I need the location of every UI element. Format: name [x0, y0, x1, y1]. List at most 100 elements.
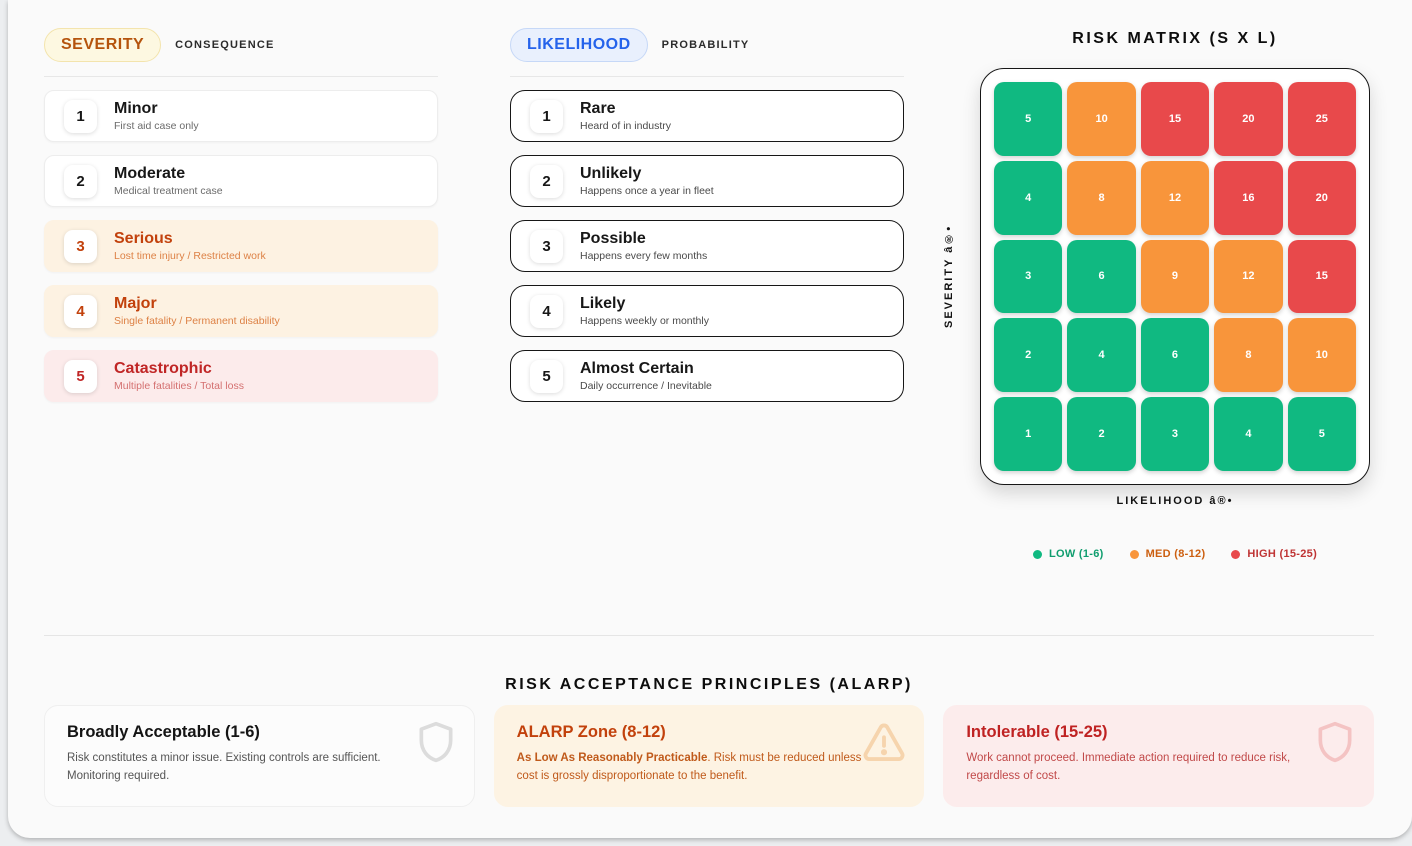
alarp-card-body-text: Work cannot proceed. Immediate action re…	[966, 752, 1291, 782]
alarp-card-body-bold: As Low As Reasonably Practicable	[516, 752, 708, 764]
matrix-cell-s3-l1: 3	[994, 239, 1063, 314]
alarp-card-body-text: Risk constitutes a minor issue. Existing…	[67, 752, 381, 782]
likelihood-section: LIKELIHOOD PROBABILITY 1 Rare Heard of i…	[510, 28, 904, 402]
low-dot-icon	[1032, 549, 1042, 559]
severity-item-moderate[interactable]: 2 Moderate Medical treatment case	[44, 155, 438, 207]
matrix-cell-s5-l5: 25	[1287, 82, 1356, 156]
probability-label: PROBABILITY	[661, 39, 750, 51]
item-number-badge: 4	[64, 294, 97, 328]
item-number-badge: 5	[64, 359, 97, 393]
severity-badge: SEVERITY	[44, 28, 162, 62]
alarp-card-alarp-zone: ALARP Zone (8-12) As Low As Reasonably P…	[493, 705, 925, 807]
severity-section: SEVERITY CONSEQUENCE 1 Minor First aid c…	[44, 28, 438, 402]
item-number-badge: 3	[530, 229, 563, 263]
item-title: Serious	[114, 229, 173, 247]
alarp-card-body: As Low As Reasonably Practicable. Risk m…	[517, 750, 871, 786]
item-number-badge: 1	[64, 99, 97, 133]
alarp-card-body-text: . Risk must be reduced unless cost is gr…	[516, 752, 862, 782]
alarp-card-intolerable: Intolerable (15-25) Work cannot proceed.…	[943, 705, 1375, 807]
item-desc: Happens once a year in fleet	[580, 185, 714, 198]
likelihood-badge: LIKELIHOOD	[510, 28, 648, 62]
severity-item-catastrophic[interactable]: 5 Catastrophic Multiple fatalities / Tot…	[44, 350, 438, 402]
legend-label: MED (8-12)	[1145, 548, 1206, 560]
likelihood-header: LIKELIHOOD PROBABILITY	[510, 28, 904, 77]
legend-label: HIGH (15-25)	[1247, 548, 1318, 560]
item-desc: Single fatality / Permanent disability	[114, 315, 280, 328]
item-title: Moderate	[114, 164, 186, 182]
matrix-cell-s2-l2: 4	[1067, 318, 1136, 393]
matrix-cell-s3-l4: 12	[1214, 239, 1283, 314]
consequence-label: CONSEQUENCE	[175, 39, 275, 51]
likelihood-item-possible[interactable]: 3 Possible Happens every few months	[510, 220, 904, 272]
matrix-cell-s3-l5: 15	[1287, 239, 1356, 314]
matrix-cell-s3-l2: 6	[1067, 239, 1136, 314]
matrix-cell-s5-l3: 15	[1140, 82, 1210, 156]
item-desc: Happens every few months	[580, 250, 708, 263]
matrix-cell-s4-l2: 8	[1067, 160, 1136, 235]
item-title: Almost Certain	[580, 359, 694, 377]
item-desc: First aid case only	[114, 120, 199, 133]
matrix-cell-s2-l1: 2	[994, 318, 1063, 393]
item-title: Major	[114, 294, 157, 312]
item-number-badge: 1	[530, 99, 563, 133]
item-desc: Lost time injury / Restricted work	[114, 250, 266, 263]
risk-matrix-page: SEVERITY CONSEQUENCE 1 Minor First aid c…	[8, 0, 1412, 838]
alarp-card-broadly-acceptable: Broadly Acceptable (1-6) Risk constitute…	[44, 705, 475, 807]
item-number-badge: 2	[64, 164, 97, 198]
item-desc: Heard of in industry	[580, 120, 672, 133]
warning-triangle-icon	[861, 720, 907, 771]
severity-item-serious[interactable]: 3 Serious Lost time injury / Restricted …	[44, 220, 438, 272]
item-desc: Happens weekly or monthly	[580, 315, 709, 328]
alarp-card-body: Risk constitutes a minor issue. Existing…	[67, 750, 421, 786]
likelihood-item-unlikely[interactable]: 2 Unlikely Happens once a year in fleet	[510, 155, 904, 207]
item-number-badge: 4	[530, 294, 563, 328]
matrix-cell-s2-l5: 10	[1287, 318, 1356, 393]
severity-item-minor[interactable]: 1 Minor First aid case only	[44, 90, 438, 142]
matrix-grid: 5 10 15 20 25 4 8 12 16 20 3 6 9 12 15 2…	[980, 68, 1370, 485]
item-title: Catastrophic	[114, 359, 212, 377]
matrix-title: RISK MATRIX (S X L)	[1072, 30, 1278, 47]
alarp-card-title: Intolerable (15-25)	[966, 723, 1108, 741]
matrix-cell-s4-l1: 4	[994, 160, 1063, 235]
matrix-cell-s4-l3: 12	[1140, 160, 1210, 235]
shield-icon	[414, 720, 458, 769]
alarp-card-body: Work cannot proceed. Immediate action re…	[966, 750, 1320, 786]
matrix-legend: LOW (1-6) MED (8-12) HIGH (15-25)	[960, 548, 1390, 560]
legend-item-low: LOW (1-6)	[1032, 548, 1104, 560]
matrix-cell-s2-l3: 6	[1140, 318, 1210, 393]
alarp-title: RISK ACCEPTANCE PRINCIPLES (ALARP)	[505, 676, 913, 693]
med-dot-icon	[1129, 549, 1139, 559]
severity-item-major[interactable]: 4 Major Single fatality / Permanent disa…	[44, 285, 438, 337]
item-number-badge: 2	[530, 164, 563, 198]
matrix-cell-s4-l5: 20	[1287, 160, 1356, 235]
matrix-cell-s3-l3: 9	[1140, 239, 1210, 314]
legend-label: LOW (1-6)	[1048, 548, 1104, 560]
alarp-card-title: ALARP Zone (8-12)	[516, 723, 666, 741]
matrix-cell-s5-l4: 20	[1214, 82, 1283, 156]
legend-item-med: MED (8-12)	[1129, 548, 1206, 560]
matrix-cell-s5-l1: 5	[994, 82, 1063, 156]
item-title: Rare	[580, 99, 616, 117]
high-dot-icon	[1231, 549, 1241, 559]
severity-axis-label: SEVERITY â®•	[943, 224, 955, 329]
item-desc: Daily occurrence / Inevitable	[580, 380, 712, 393]
section-divider	[44, 635, 1374, 636]
matrix-cell-s1-l3: 3	[1140, 397, 1210, 471]
item-number-badge: 3	[64, 229, 97, 263]
matrix-cell-s1-l1: 1	[994, 397, 1063, 471]
item-number-badge: 5	[530, 359, 563, 393]
matrix-cell-s5-l2: 10	[1067, 82, 1136, 156]
matrix-cell-s1-l5: 5	[1287, 397, 1356, 471]
severity-header: SEVERITY CONSEQUENCE	[44, 28, 438, 77]
likelihood-axis-label: LIKELIHOOD â®•	[1116, 495, 1234, 507]
likelihood-item-rare[interactable]: 1 Rare Heard of in industry	[510, 90, 904, 142]
item-desc: Multiple fatalities / Total loss	[114, 380, 244, 393]
item-title: Unlikely	[580, 164, 642, 182]
legend-item-high: HIGH (15-25)	[1231, 548, 1317, 560]
matrix-cell-s1-l4: 4	[1214, 397, 1283, 471]
likelihood-item-likely[interactable]: 4 Likely Happens weekly or monthly	[510, 285, 904, 337]
matrix-cell-s1-l2: 2	[1067, 397, 1136, 471]
item-desc: Medical treatment case	[114, 185, 223, 198]
item-title: Likely	[580, 294, 626, 312]
likelihood-item-almost-certain[interactable]: 5 Almost Certain Daily occurrence / Inev…	[510, 350, 904, 402]
